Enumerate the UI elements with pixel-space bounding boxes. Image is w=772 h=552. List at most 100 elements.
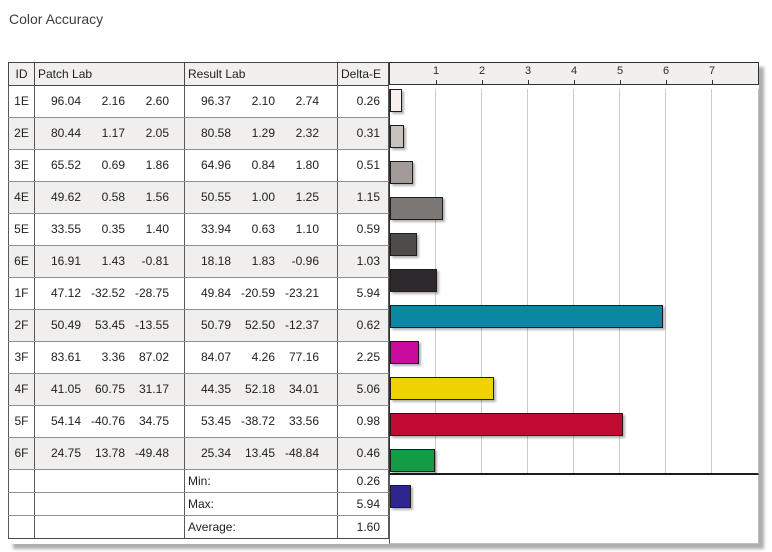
bar-row [390,413,758,445]
patch-id: 1E [8,85,35,118]
gridline [573,89,574,473]
axis-tick-label: 4 [570,65,578,77]
stats-row-max: Max: 5.94 [8,492,389,516]
bar-row [390,449,758,481]
result-lab-values: 53.45 -38.72 33.56 [184,405,338,438]
result-lab-values: 50.55 1.00 1.25 [184,181,338,214]
gridline [665,89,666,473]
gridline [527,89,528,473]
delta-e-value: 0.26 [337,85,389,118]
axis-tick-label: 2 [478,65,486,77]
patch-id: 3E [8,149,35,182]
table-row: 4F 41.05 60.75 31.17 44.35 52.18 34.01 5.06 [8,373,389,406]
bar-row [390,377,758,409]
axis-tick-mark [436,80,437,84]
page-title: Color Accuracy [9,11,104,27]
header-id: ID [8,62,35,86]
bar-row [390,341,758,373]
result-lab-values: 80.58 1.29 2.32 [184,117,338,150]
axis-tick-mark [666,80,667,84]
delta-e-value: 2.25 [337,341,389,374]
result-lab-values: 84.07 4.26 77.16 [184,341,338,374]
patch-lab-values: 16.91 1.43 -0.81 [34,245,185,278]
patch-lab-values: 47.12 -32.52 -28.75 [34,277,185,310]
chart-axis-header: 1 2 3 4 5 6 7 [389,62,759,85]
patch-lab-values: 41.05 60.75 31.17 [34,373,185,406]
delta-bar [390,161,413,184]
patch-lab-values: 80.44 1.17 2.05 [34,117,185,150]
delta-bar [390,269,437,292]
delta-bar [390,197,443,220]
result-lab-values: 18.18 1.83 -0.96 [184,245,338,278]
result-lab-values: 49.84 -20.59 -23.21 [184,277,338,310]
chart-footer [389,475,759,544]
delta-bar [390,233,417,256]
color-accuracy-report: ID Patch Lab Result Lab Delta-E 1E 96.04… [8,62,759,544]
delta-bar [390,125,404,148]
axis-tick-mark [482,80,483,84]
patch-lab-values: 24.75 13.78 -49.48 [34,437,185,470]
delta-e-value: 1.15 [337,181,389,214]
delta-bar [390,377,494,400]
bar-row [390,305,758,337]
table-row: 1E 96.04 2.16 2.60 96.37 2.10 2.74 0.26 [8,85,389,118]
max-label: Max: [184,492,338,516]
header-result-lab: Result Lab [184,62,338,86]
axis-tick-mark [620,80,621,84]
bar-row [390,197,758,229]
result-lab-values: 64.96 0.84 1.80 [184,149,338,182]
max-value: 5.94 [337,492,389,516]
bar-row [390,233,758,265]
patch-id: 3F [8,341,35,374]
delta-e-bar-chart: 1 2 3 4 5 6 7 [389,62,759,544]
gridline [481,89,482,473]
chart-plot-area [389,89,759,508]
delta-e-value: 1.03 [337,245,389,278]
patch-id: 4F [8,373,35,406]
min-label: Min: [184,469,338,493]
patch-id: 5E [8,213,35,246]
header-patch-lab: Patch Lab [34,62,185,86]
table-row: 2E 80.44 1.17 2.05 80.58 1.29 2.32 0.31 [8,117,389,150]
axis-tick-mark [574,80,575,84]
patch-lab-values: 54.14 -40.76 34.75 [34,405,185,438]
table-row: 5E 33.55 0.35 1.40 33.94 0.63 1.10 0.59 [8,213,389,246]
results-table: ID Patch Lab Result Lab Delta-E 1E 96.04… [8,62,389,539]
gridline [711,89,712,473]
table-row: 1F 47.12 -32.52 -28.75 49.84 -20.59 -23.21 5… [8,277,389,310]
average-label: Average: [184,515,338,539]
delta-e-value: 0.98 [337,405,389,438]
result-lab-values: 25.34 13.45 -48.84 [184,437,338,470]
patch-lab-values: 33.55 0.35 1.40 [34,213,185,246]
delta-bar [390,305,663,328]
axis-tick-label: 6 [662,65,670,77]
table-header-row: ID Patch Lab Result Lab Delta-E [8,62,389,86]
bar-row [390,125,758,157]
delta-bar [390,485,411,508]
bar-row [390,485,758,517]
average-value: 1.60 [337,515,389,539]
axis-tick-label: 3 [524,65,532,77]
table-row: 5F 54.14 -40.76 34.75 53.45 -38.72 33.56 0.9… [8,405,389,438]
table-row: 3F 83.61 3.36 87.02 84.07 4.26 77.16 2.25 [8,341,389,374]
patch-lab-values: 65.52 0.69 1.86 [34,149,185,182]
result-lab-values: 33.94 0.63 1.10 [184,213,338,246]
axis-tick-label: 1 [432,65,440,77]
delta-e-value: 0.59 [337,213,389,246]
delta-bar [390,449,435,472]
result-lab-values: 96.37 2.10 2.74 [184,85,338,118]
table-row: 6F 24.75 13.78 -49.48 25.34 13.45 -48.84 0.4… [8,437,389,470]
delta-e-value: 0.51 [337,149,389,182]
patch-id: 5F [8,405,35,438]
result-lab-values: 50.79 52.50 -12.37 [184,309,338,342]
patch-id: 6E [8,245,35,278]
patch-id: 6F [8,437,35,470]
patch-id: 1F [8,277,35,310]
stats-row-average: Average: 1.60 [8,515,389,539]
table-row: 2F 50.49 53.45 -13.55 50.79 52.50 -12.37 0.6… [8,309,389,342]
header-delta-e: Delta-E [337,62,389,86]
delta-e-value: 0.62 [337,309,389,342]
patch-lab-values: 50.49 53.45 -13.55 [34,309,185,342]
gridline [619,89,620,473]
patch-id: 2F [8,309,35,342]
